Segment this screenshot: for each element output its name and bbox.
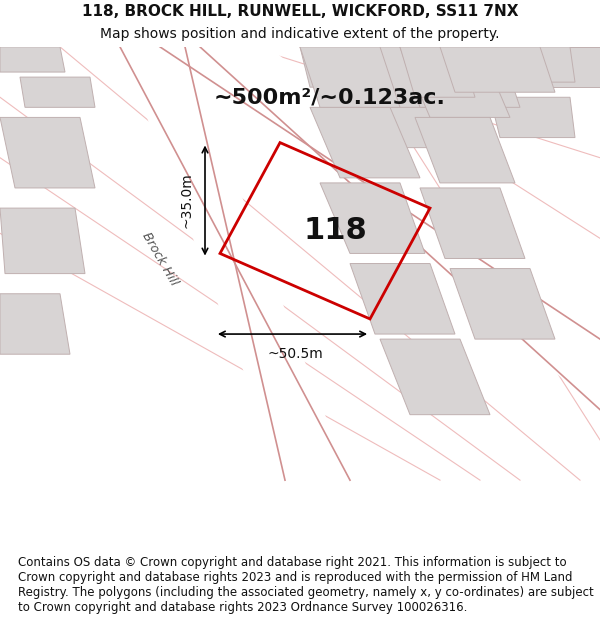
Polygon shape — [490, 47, 600, 87]
Polygon shape — [0, 208, 85, 274]
Text: ~35.0m: ~35.0m — [180, 173, 194, 228]
Polygon shape — [400, 47, 475, 98]
Polygon shape — [420, 188, 525, 259]
Text: 118: 118 — [303, 216, 367, 245]
Text: ~500m²/~0.123ac.: ~500m²/~0.123ac. — [214, 88, 446, 108]
Polygon shape — [415, 118, 515, 183]
Text: ~50.5m: ~50.5m — [267, 348, 323, 361]
Polygon shape — [350, 47, 435, 108]
Text: Brock Hill: Brock Hill — [140, 229, 181, 288]
Polygon shape — [20, 77, 95, 108]
Polygon shape — [0, 294, 70, 354]
Polygon shape — [300, 47, 400, 108]
Polygon shape — [350, 264, 455, 334]
Polygon shape — [120, 47, 350, 480]
Polygon shape — [450, 269, 555, 339]
Polygon shape — [450, 47, 545, 77]
Polygon shape — [370, 98, 480, 148]
Text: Map shows position and indicative extent of the property.: Map shows position and indicative extent… — [100, 27, 500, 41]
Polygon shape — [440, 47, 555, 92]
Polygon shape — [300, 47, 430, 87]
Polygon shape — [400, 47, 510, 118]
Polygon shape — [380, 339, 490, 414]
Text: Contains OS data © Crown copyright and database right 2021. This information is : Contains OS data © Crown copyright and d… — [18, 556, 594, 614]
Polygon shape — [470, 47, 575, 82]
Polygon shape — [490, 98, 575, 138]
Polygon shape — [160, 47, 600, 409]
Polygon shape — [0, 118, 95, 188]
Text: 118, BROCK HILL, RUNWELL, WICKFORD, SS11 7NX: 118, BROCK HILL, RUNWELL, WICKFORD, SS11… — [82, 4, 518, 19]
Polygon shape — [400, 47, 520, 108]
Polygon shape — [0, 47, 65, 72]
Polygon shape — [310, 107, 420, 178]
Polygon shape — [320, 183, 425, 254]
